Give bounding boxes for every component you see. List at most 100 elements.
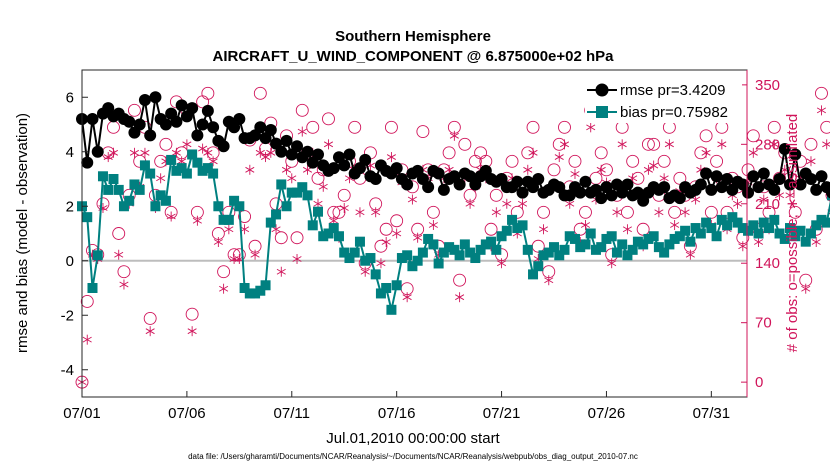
bias-point: [601, 233, 612, 244]
bias-point: [129, 179, 140, 190]
bias-point: [575, 242, 586, 253]
assimilated-obs-marker: [449, 130, 459, 141]
assimilated-obs-stroke: [497, 260, 507, 267]
rmse-point: [721, 173, 734, 185]
possible-obs-marker: [641, 137, 655, 151]
rmse-point: [574, 186, 587, 199]
assimilated-obs-stroke: [381, 239, 391, 245]
bias-point: [669, 233, 680, 244]
assimilated-obs-stroke: [733, 200, 743, 207]
bias-point: [82, 212, 93, 223]
bias-point: [323, 228, 334, 239]
bias-point: [648, 231, 659, 242]
assimilated-obs-marker: [717, 139, 727, 150]
bias-point: [559, 244, 570, 255]
x-tick-label: 07/21: [483, 405, 521, 422]
bias-point: [375, 288, 386, 299]
bias-point: [795, 225, 806, 236]
x-tick-label: 07/06: [168, 405, 206, 422]
rmse-point: [810, 183, 823, 196]
assimilated-obs-marker: [544, 275, 554, 286]
rmse-point: [133, 118, 146, 131]
assimilated-obs-marker: [733, 198, 743, 209]
assimilated-obs-marker: [822, 139, 830, 150]
assimilated-obs-marker: [281, 164, 292, 175]
rmse-point: [710, 170, 723, 183]
assimilated-obs-marker: [413, 232, 423, 243]
possible-obs-marker: [295, 103, 309, 117]
rmse-point: [511, 175, 524, 188]
bias-point: [202, 163, 213, 174]
x-tick-label: 07/16: [378, 405, 416, 422]
possible-obs-marker: [112, 227, 126, 240]
bias-point: [181, 168, 192, 179]
bias-point: [732, 217, 743, 228]
right-tick-label: 70: [755, 315, 772, 332]
possible-obs-marker: [290, 231, 304, 245]
bias-point: [223, 214, 234, 225]
assimilated-obs-stroke: [171, 149, 181, 156]
bias-point: [611, 247, 622, 258]
bias-point: [281, 201, 292, 212]
x-tick-label: 07/31: [693, 405, 731, 422]
right-tick-label: 0: [755, 374, 763, 391]
assimilated-obs-stroke: [266, 149, 276, 156]
assimilated-obs-marker: [801, 283, 811, 294]
assimilated-obs-stroke: [177, 158, 187, 165]
rmse-point: [201, 104, 214, 117]
assimilated-obs-marker: [428, 220, 438, 231]
bias-point: [549, 242, 560, 253]
bias-point: [743, 225, 754, 236]
bias-point: [213, 201, 224, 212]
bias-point: [622, 250, 633, 261]
assimilated-obs-stroke: [528, 149, 538, 156]
possible-obs-marker: [201, 86, 215, 100]
bias-point: [753, 228, 764, 239]
assimilated-obs-stroke: [318, 183, 328, 190]
bias-point: [454, 250, 465, 261]
assimilated-obs-marker: [208, 156, 218, 167]
assimilated-obs-stroke: [816, 107, 827, 114]
possible-obs-marker: [322, 112, 335, 126]
rmse-point: [516, 186, 529, 199]
assimilated-obs-marker: [586, 122, 596, 133]
rmse-point: [742, 186, 755, 199]
assimilated-obs-stroke: [281, 166, 292, 173]
assimilated-obs-stroke: [224, 226, 234, 233]
assimilated-obs-marker: [297, 126, 307, 137]
bias-point: [396, 253, 407, 264]
bias-point: [423, 233, 434, 244]
bias-point: [139, 160, 150, 171]
rmse-point: [705, 183, 718, 196]
bias-point: [716, 214, 727, 225]
possible-obs-marker: [694, 146, 708, 160]
bias-point: [250, 288, 261, 299]
assimilated-obs-stroke: [428, 222, 438, 228]
bias-point: [239, 283, 250, 293]
bias-point: [428, 239, 439, 250]
possible-obs-marker: [117, 265, 131, 279]
bias-point: [244, 288, 255, 299]
rmse-point: [86, 113, 99, 126]
rmse-point: [789, 148, 802, 161]
bias-point: [349, 247, 360, 258]
assimilated-obs-stroke: [103, 154, 113, 160]
bias-point: [522, 244, 533, 255]
possible-obs-marker: [631, 171, 645, 185]
rmse-point: [81, 156, 94, 169]
assimilated-obs-stroke: [402, 294, 412, 301]
rmse-point: [595, 192, 608, 205]
assimilated-obs-stroke: [517, 200, 528, 207]
rmse-point: [700, 167, 713, 180]
bias-point: [606, 231, 617, 242]
assimilated-obs-marker: [219, 283, 229, 294]
assimilated-obs-marker: [82, 334, 92, 345]
bias-point: [292, 187, 303, 198]
assimilated-obs-marker: [213, 236, 223, 247]
assimilated-obs-marker: [570, 169, 580, 180]
assimilated-obs-stroke: [245, 166, 255, 173]
rmse-point: [280, 134, 293, 147]
bias-point: [286, 187, 297, 198]
rmse-point: [338, 159, 351, 172]
bias-point: [512, 223, 523, 234]
